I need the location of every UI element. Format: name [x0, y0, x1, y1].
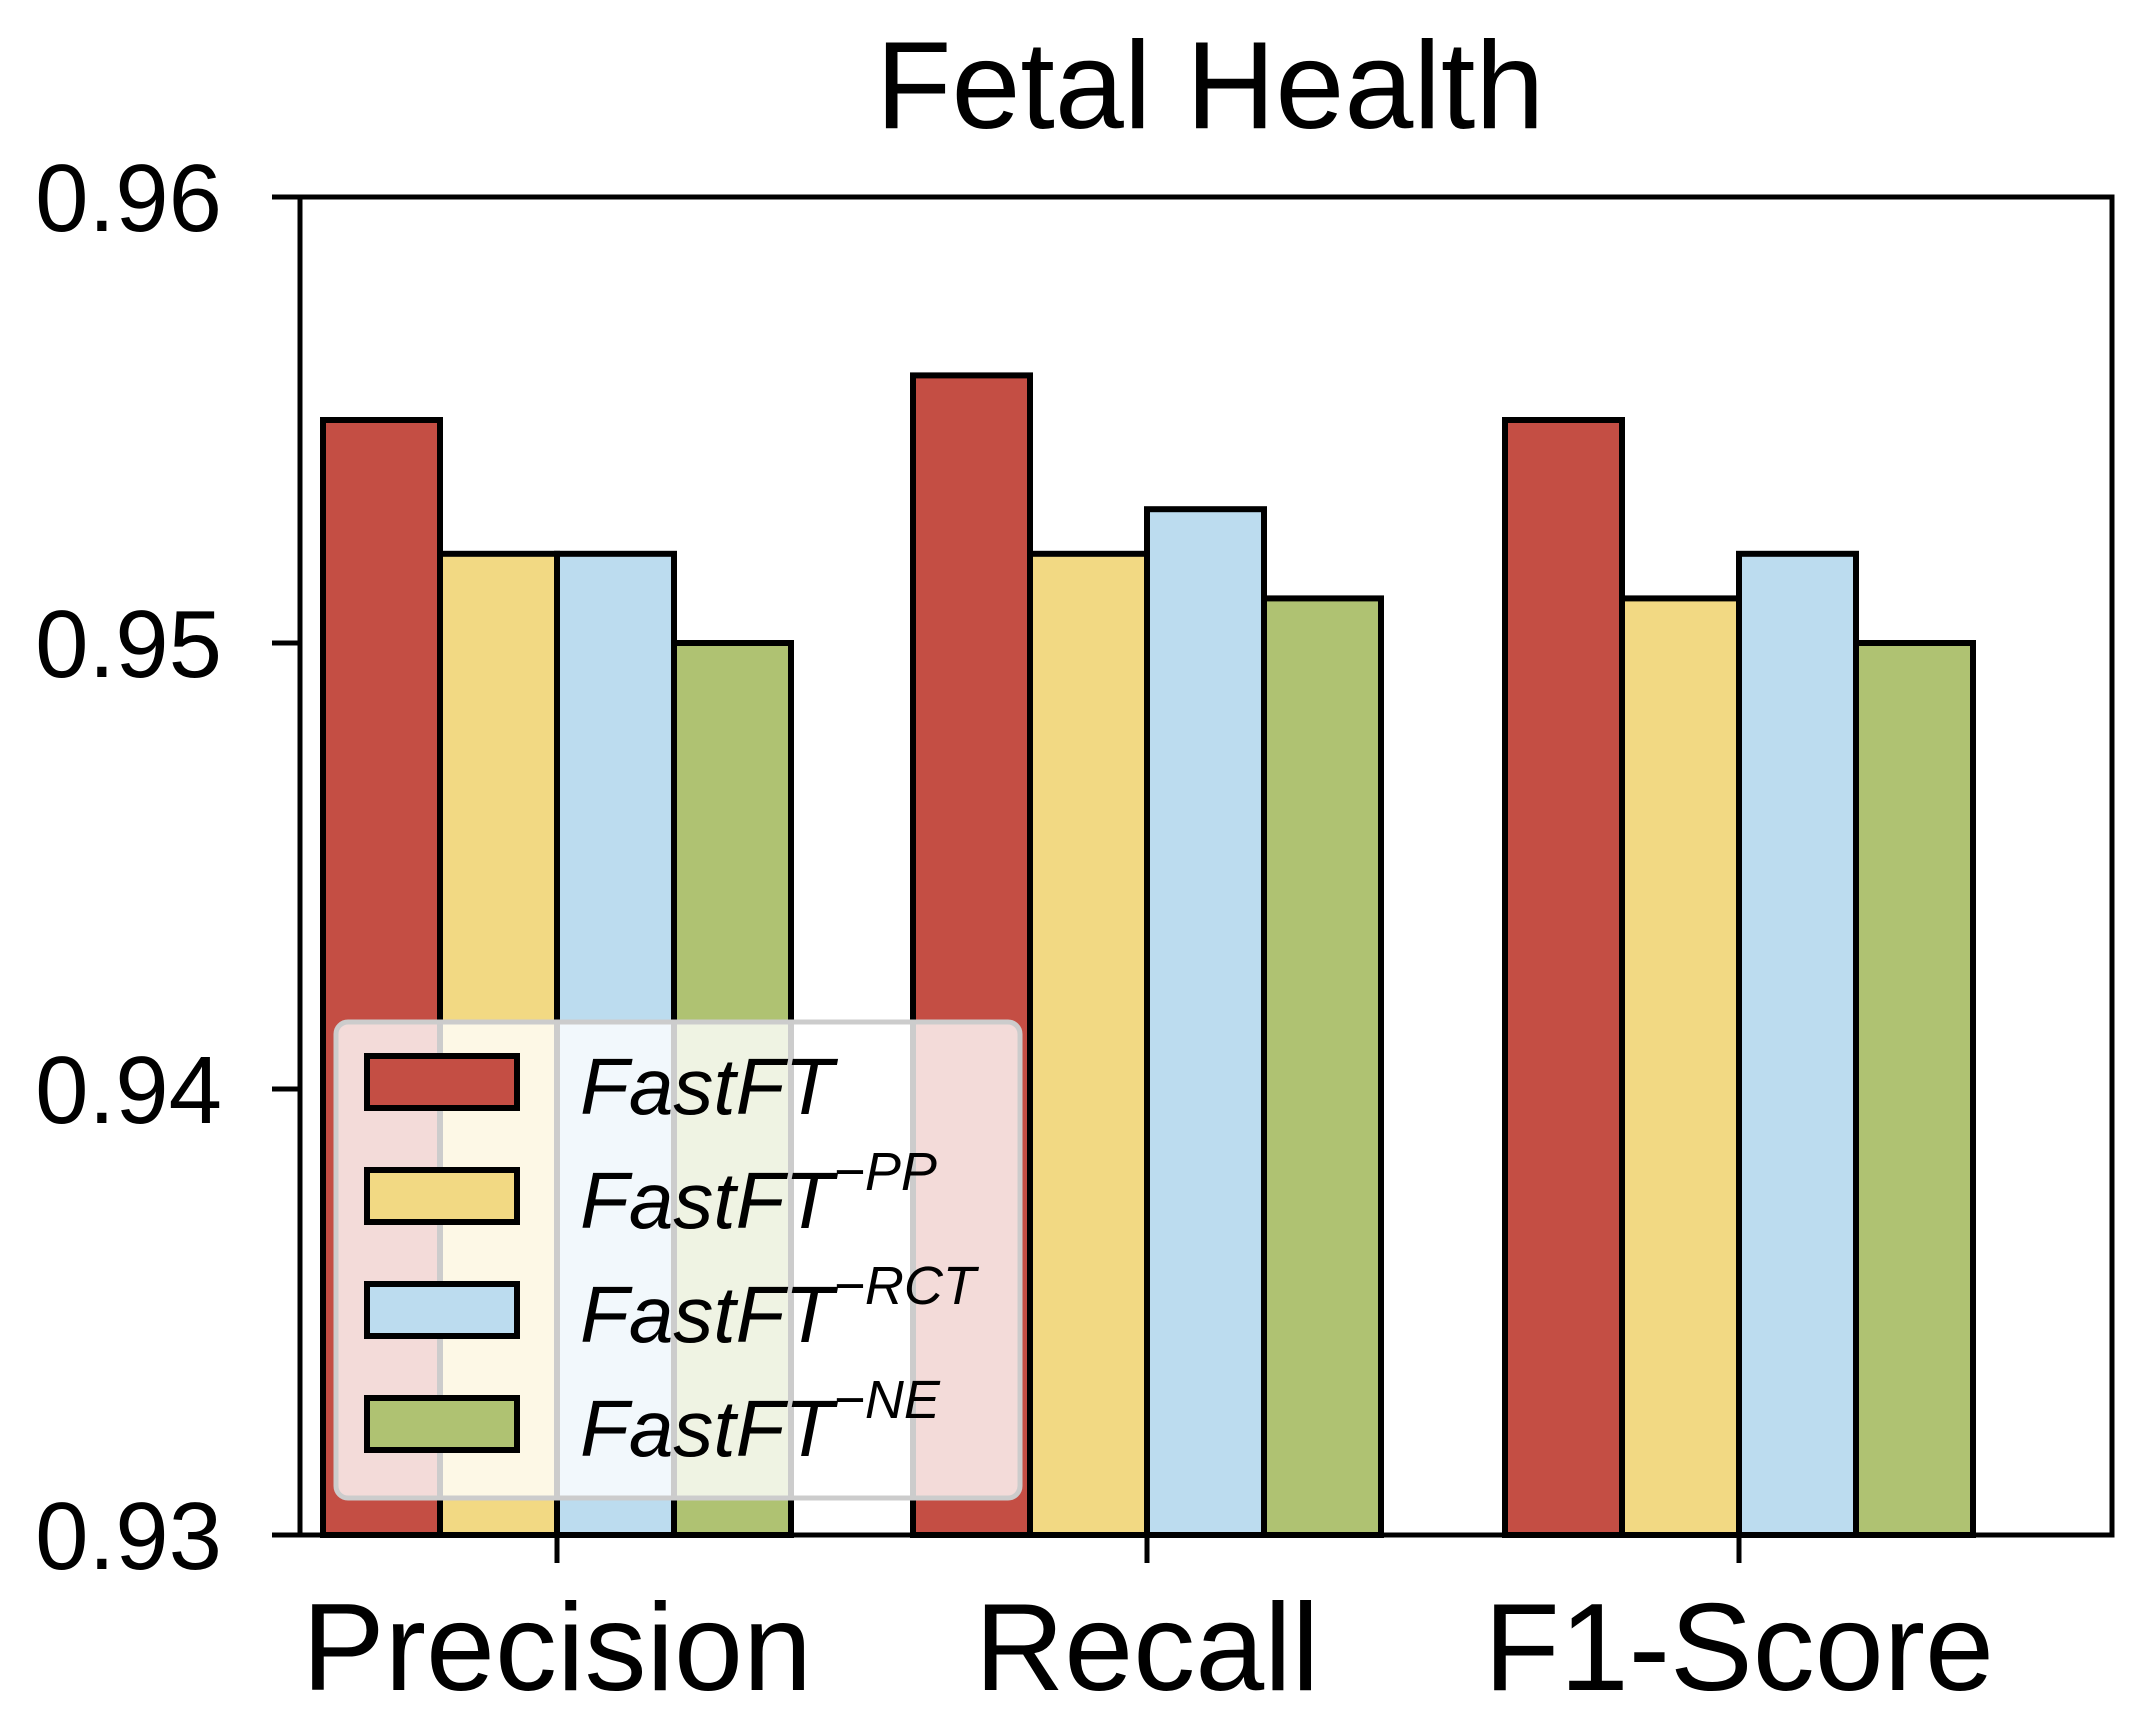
y-tick-label: 0.95: [35, 591, 222, 698]
x-axis: Precision Recall F1-Score: [302, 1535, 1994, 1717]
x-tick-label: F1-Score: [1484, 1579, 1994, 1717]
bar-f1-score-series-2: [1619, 595, 1742, 1538]
legend-swatch: [364, 1167, 520, 1225]
legend-label: FastFT−NE: [580, 1370, 941, 1473]
legend-label: FastFT−RCT: [580, 1256, 980, 1359]
chart-title: Fetal Health: [876, 17, 1545, 155]
plot-frame: [297, 194, 2115, 1538]
bar-f1-score-series-4: [1853, 640, 1976, 1538]
bar-recall-series-2: [1027, 550, 1150, 1538]
bar-f1-score-series-3: [1736, 550, 1859, 1538]
y-tick-label: 0.94: [35, 1037, 222, 1144]
legend-label: FastFT: [580, 1042, 838, 1131]
legend-label: FastFT−PP: [580, 1142, 937, 1245]
y-axis: 0.93 0.94 0.95 0.96: [35, 145, 300, 1590]
bar-f1-score-series-1: [1502, 417, 1625, 1538]
legend-swatch: [364, 1395, 520, 1453]
legend: FastFT FastFT−PP FastFT−RCT FastFT−NE: [333, 1019, 1023, 1501]
y-tick-label: 0.96: [35, 145, 222, 252]
legend-swatch: [364, 1053, 520, 1111]
bar-recall-series-4: [1261, 595, 1384, 1538]
legend-swatch: [364, 1281, 520, 1339]
y-tick-label: 0.93: [35, 1483, 222, 1590]
x-tick-label: Recall: [975, 1579, 1320, 1717]
legend-box: [333, 1019, 1023, 1501]
bar-recall-series-3: [1144, 506, 1267, 1539]
x-tick-label: Precision: [302, 1579, 812, 1717]
